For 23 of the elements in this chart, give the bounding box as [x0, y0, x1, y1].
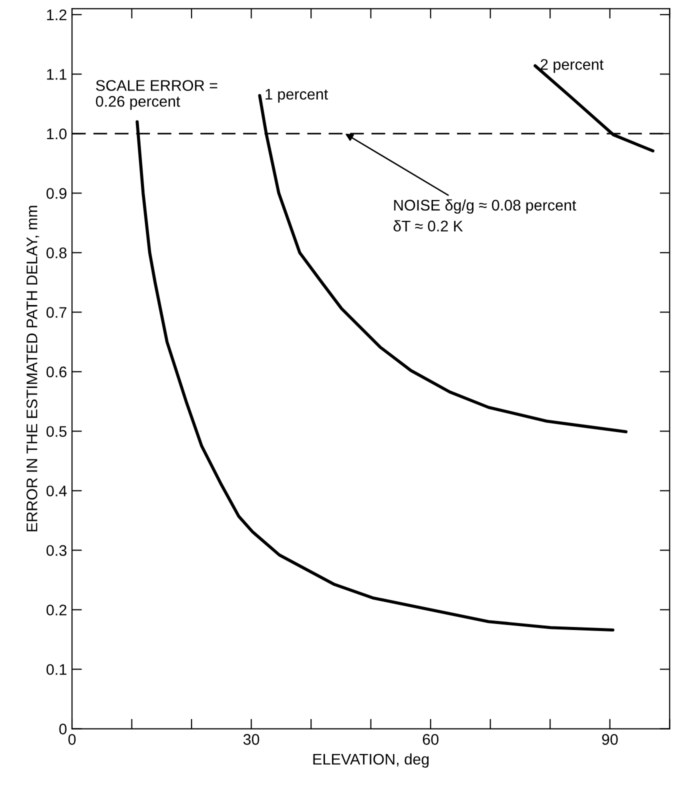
y-tick-label: 0.1 [46, 664, 66, 675]
series-label: 1 percent [266, 88, 328, 103]
y-tick-label: 1.2 [47, 9, 66, 20]
y-tick-label: 0.8 [46, 248, 66, 258]
annotation: NOISE δg/g ≈ 0.08 percent δT ≈ 0.2 K [394, 199, 576, 232]
y-tick-label: 0.9 [46, 188, 66, 199]
y-tick-label: 0.7 [46, 307, 66, 318]
y-tick-label: 0 [59, 724, 67, 734]
x-tick-label: 30 [243, 734, 260, 745]
text: SCALE ERROR = 0.26 percent [96, 80, 218, 110]
y-tick-label: 0.5 [46, 426, 67, 437]
y-tick-label: 0.2 [46, 604, 66, 616]
y-tick-label: 1.0 [47, 128, 67, 140]
x-tick-label: 0 [68, 734, 76, 745]
y-tick-label: 0.6 [46, 366, 66, 378]
x-axis-title: ELEVATION, deg [313, 753, 429, 768]
y-axis-title: ERROR IN THE ESTIMATED PATH DELAY, mm [26, 206, 40, 532]
series-label: 2 percent [540, 59, 604, 73]
x-tick-label: 60 [422, 734, 438, 745]
x-tick-label: 90 [602, 734, 618, 745]
y-tick-label: 0.4 [46, 486, 67, 496]
y-tick-label: 0.3 [46, 545, 66, 556]
y-tick-label: 1.1 [47, 69, 66, 80]
